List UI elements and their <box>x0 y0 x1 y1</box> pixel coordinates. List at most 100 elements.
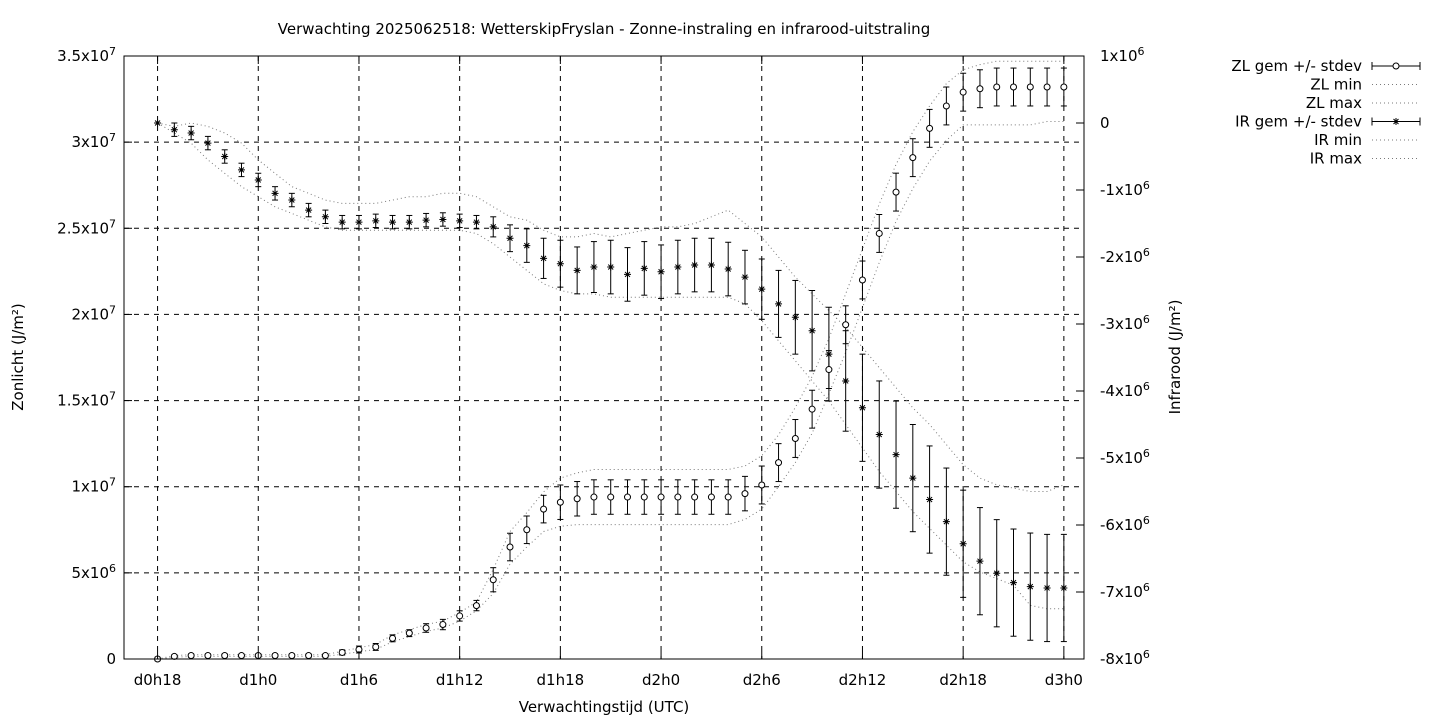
data-point <box>506 234 514 242</box>
data-point <box>707 261 715 269</box>
data-point <box>523 242 531 250</box>
star-marker <box>909 474 917 482</box>
star-marker <box>657 268 665 276</box>
data-point <box>170 126 178 134</box>
data-point <box>523 526 531 534</box>
data-markers <box>154 83 1068 663</box>
star-marker <box>254 176 262 184</box>
data-point <box>657 268 665 276</box>
data-point <box>573 266 581 274</box>
star-marker <box>338 218 346 226</box>
data-point <box>691 493 699 501</box>
star-marker <box>573 266 581 274</box>
star-marker <box>1010 579 1018 587</box>
star-marker <box>389 218 397 226</box>
data-point <box>791 313 799 321</box>
y-tick-label-right: -5x106 <box>1100 447 1150 467</box>
star-marker <box>959 540 967 548</box>
data-point <box>942 518 950 526</box>
star-marker <box>875 431 883 439</box>
x-tick-label: d2h18 <box>939 671 987 689</box>
star-marker <box>422 216 430 224</box>
data-point <box>674 493 682 501</box>
star-marker <box>456 217 464 225</box>
star-marker <box>204 139 212 147</box>
data-point <box>758 285 766 293</box>
min-max-lines <box>157 60 1065 660</box>
chart-title: Verwachting 2025062518: WetterskipFrysla… <box>278 20 930 38</box>
y-tick-label-left: 3.5x107 <box>57 45 116 65</box>
data-point <box>204 139 212 147</box>
data-point <box>1060 584 1068 592</box>
data-point <box>590 263 598 271</box>
data-point <box>338 218 346 226</box>
star-marker <box>170 126 178 134</box>
data-point <box>187 652 195 660</box>
data-point <box>926 496 934 504</box>
star-marker <box>321 213 329 221</box>
data-point <box>472 218 480 226</box>
data-point <box>640 493 648 501</box>
star-marker <box>808 327 816 335</box>
data-point <box>321 213 329 221</box>
series-line <box>157 122 1065 492</box>
star-marker <box>758 285 766 293</box>
x-tick-label: d3h0 <box>1045 671 1083 689</box>
legend-label: ZL gem +/- stdev <box>1231 57 1362 75</box>
star-marker <box>892 451 900 459</box>
star-marker <box>1043 584 1051 592</box>
data-point <box>825 366 833 374</box>
data-point <box>321 652 329 660</box>
data-point <box>472 602 480 610</box>
plot-frame <box>123 55 1085 660</box>
star-marker <box>791 313 799 321</box>
data-point <box>573 495 581 503</box>
data-point <box>909 154 917 162</box>
star-marker <box>775 300 783 308</box>
data-point <box>959 88 967 96</box>
data-point <box>271 189 279 197</box>
data-point <box>540 254 548 262</box>
star-marker <box>540 254 548 262</box>
star-marker <box>556 260 564 268</box>
data-point <box>707 493 715 501</box>
y-tick-label-right: -7x106 <box>1100 581 1150 601</box>
star-marker <box>842 377 850 385</box>
star-marker <box>288 196 296 204</box>
data-point <box>1026 83 1034 91</box>
legend-label: ZL max <box>1306 94 1362 112</box>
data-point <box>439 621 447 629</box>
y-tick-label-right: -3x106 <box>1100 313 1150 333</box>
star-marker <box>724 265 732 273</box>
data-point <box>556 260 564 268</box>
y-tick-label-left: 5x106 <box>71 562 116 582</box>
data-point <box>691 261 699 269</box>
x-tick-label: d1h18 <box>537 671 585 689</box>
y-axis-label-left: Zonlicht (J/m²) <box>9 303 27 411</box>
data-point <box>1026 583 1034 591</box>
x-tick-label: d1h12 <box>436 671 484 689</box>
data-point <box>254 176 262 184</box>
data-point <box>1060 83 1068 91</box>
data-point <box>607 263 615 271</box>
legend-marker <box>1392 118 1400 125</box>
data-point <box>741 273 749 281</box>
data-point <box>439 215 447 223</box>
data-point <box>825 350 833 358</box>
data-point <box>221 652 229 660</box>
data-point <box>842 321 850 329</box>
data-point <box>724 265 732 273</box>
data-point <box>926 124 934 132</box>
data-point <box>271 652 279 660</box>
star-marker <box>741 273 749 281</box>
star-marker <box>405 218 413 226</box>
data-point <box>237 166 245 174</box>
data-point <box>305 206 313 214</box>
data-point <box>1010 579 1018 587</box>
data-point <box>556 498 564 506</box>
error-bars <box>154 67 1067 662</box>
star-marker <box>590 263 598 271</box>
data-point <box>422 216 430 224</box>
y-axis-label-right: Infrarood (J/m²) <box>1166 300 1184 415</box>
data-point <box>993 569 1001 577</box>
